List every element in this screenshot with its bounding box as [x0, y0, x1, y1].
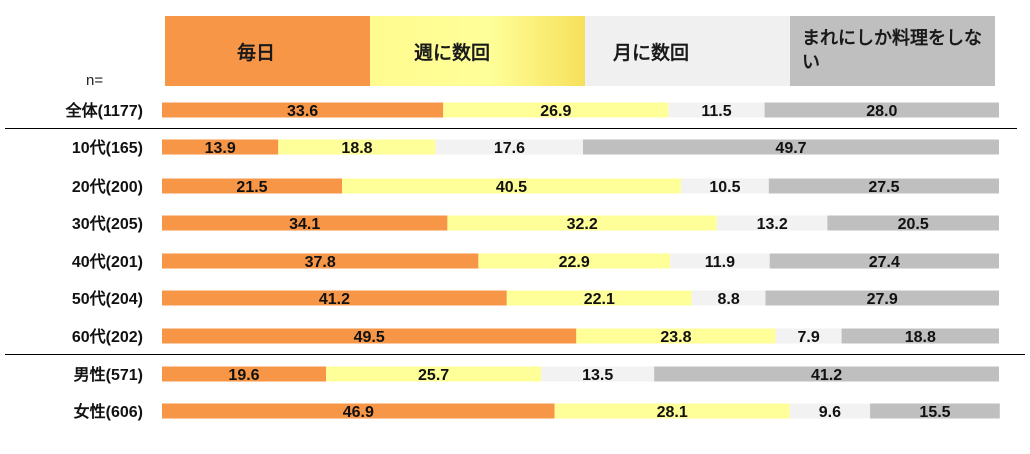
bar-monthly — [775, 328, 842, 344]
value-label-monthly: 13.5 — [582, 367, 613, 384]
category-label: 男性(571) — [74, 365, 143, 384]
value-label-rarely: 15.5 — [919, 404, 950, 421]
value-label-monthly: 9.6 — [819, 404, 841, 421]
bar-rarely — [827, 215, 999, 231]
bar-daily — [162, 253, 479, 269]
bar-monthly — [680, 178, 769, 194]
value-label-rarely: 27.5 — [868, 179, 899, 196]
value-label-daily: 34.1 — [289, 216, 320, 233]
bar-monthly — [541, 366, 655, 382]
bar-weekly — [443, 102, 669, 118]
legend-monthly: 月に数回 — [585, 16, 790, 86]
bar-weekly — [554, 403, 790, 419]
legend-weekly-label: 週に数回 — [414, 41, 491, 64]
bar-rarely — [583, 139, 999, 155]
bar-rarely — [870, 403, 1000, 419]
bar-rarely — [768, 178, 999, 194]
value-label-monthly: 10.5 — [709, 179, 740, 196]
legend-weekly: 週に数回 — [370, 16, 585, 86]
value-label-rarely: 20.5 — [898, 216, 929, 233]
bar-weekly — [447, 215, 717, 231]
bar-weekly — [478, 253, 671, 269]
bar-daily — [162, 403, 555, 419]
bar-rarely — [841, 328, 999, 344]
bar-weekly — [342, 178, 681, 194]
bar-rarely — [765, 290, 999, 306]
category-label: 20代(200) — [72, 177, 143, 196]
value-label-daily: 19.6 — [228, 367, 259, 384]
legend-daily-label: 毎日 — [237, 41, 276, 64]
value-label-monthly: 13.2 — [757, 216, 788, 233]
legend-rarely-label: まれにしか料理をしない — [802, 28, 982, 73]
divider-top — [5, 128, 1017, 129]
value-label-daily: 46.9 — [343, 404, 374, 421]
value-label-daily: 21.5 — [236, 179, 267, 196]
value-label-weekly: 26.9 — [540, 103, 571, 120]
value-label-weekly: 40.5 — [496, 179, 527, 196]
category-label: 全体(1177) — [65, 101, 143, 120]
value-label-weekly: 22.1 — [584, 291, 615, 308]
bar-daily — [162, 290, 507, 306]
legend-daily: 毎日 — [165, 16, 370, 86]
value-label-daily: 33.6 — [287, 103, 318, 120]
value-label-rarely: 49.7 — [775, 140, 806, 157]
bar-monthly — [691, 290, 766, 306]
category-label: 60代(202) — [72, 327, 143, 346]
value-label-daily: 37.8 — [305, 254, 336, 271]
category-label: 10代(165) — [72, 138, 143, 157]
category-label: 50代(204) — [72, 289, 143, 308]
bar-rarely — [764, 102, 999, 118]
value-label-daily: 13.9 — [205, 140, 236, 157]
value-label-monthly: 11.9 — [705, 254, 735, 271]
value-label-weekly: 28.1 — [657, 404, 688, 421]
value-label-rarely: 27.9 — [867, 291, 898, 308]
bar-daily — [162, 139, 279, 155]
value-label-monthly: 7.9 — [797, 329, 819, 346]
bar-weekly — [506, 290, 692, 306]
bar-weekly — [576, 328, 776, 344]
bar-monthly — [670, 253, 770, 269]
value-label-weekly: 18.8 — [341, 140, 372, 157]
bar-daily — [162, 328, 577, 344]
value-label-rarely: 18.8 — [905, 329, 936, 346]
value-label-rarely: 41.2 — [811, 367, 842, 384]
category-label: 女性(606) — [74, 402, 143, 421]
bar-monthly — [435, 139, 583, 155]
n-label: n= — [86, 72, 104, 89]
value-label-daily: 49.5 — [354, 329, 385, 346]
bar-monthly — [668, 102, 765, 118]
value-label-weekly: 32.2 — [567, 216, 598, 233]
bar-daily — [162, 178, 342, 194]
legend-rarely: まれにしか料理をしない — [790, 16, 995, 86]
bar-monthly — [789, 403, 871, 419]
category-label: 40代(201) — [72, 252, 143, 271]
value-label-monthly: 8.8 — [717, 291, 739, 308]
value-label-rarely: 27.4 — [869, 254, 900, 271]
bar-daily — [162, 102, 444, 118]
bar-weekly — [326, 366, 542, 382]
value-label-rarely: 28.0 — [866, 103, 897, 120]
value-label-weekly: 25.7 — [418, 367, 449, 384]
bar-daily — [162, 215, 448, 231]
category-label: 30代(205) — [72, 214, 143, 233]
bar-rarely — [654, 366, 999, 382]
divider-bottom — [5, 354, 1025, 355]
value-label-weekly: 22.9 — [559, 254, 590, 271]
legend-monthly-label: 月に数回 — [613, 41, 690, 64]
bar-daily — [162, 366, 327, 382]
bar-rarely — [769, 253, 999, 269]
value-label-daily: 41.2 — [319, 291, 350, 308]
value-label-weekly: 23.8 — [660, 329, 691, 346]
bar-weekly — [278, 139, 436, 155]
bar-monthly — [716, 215, 828, 231]
value-label-monthly: 11.5 — [701, 103, 731, 120]
value-label-monthly: 17.6 — [494, 140, 525, 157]
